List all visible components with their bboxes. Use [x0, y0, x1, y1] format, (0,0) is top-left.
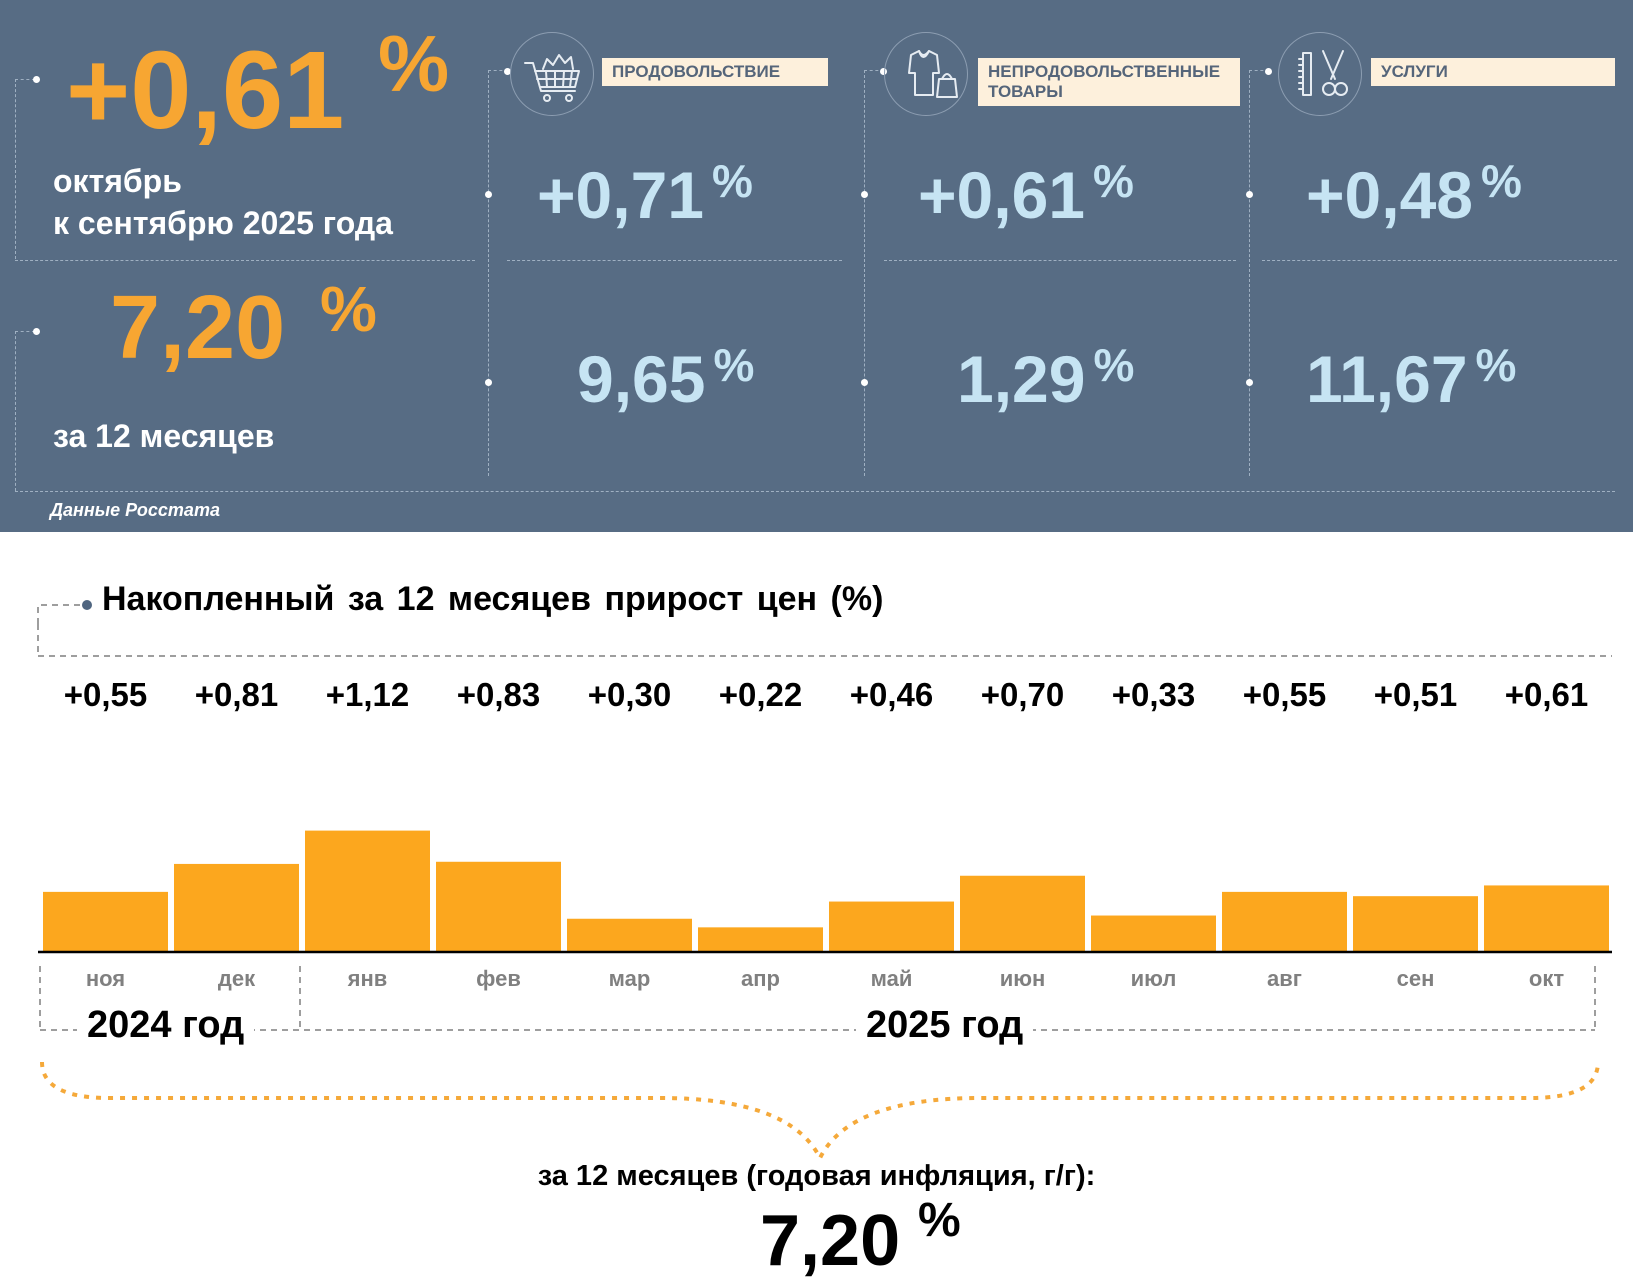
divider	[15, 79, 35, 80]
year-label-2025: 2025 год	[856, 1004, 1034, 1047]
month-label: ноя	[85, 966, 126, 991]
bar-апр	[698, 927, 823, 951]
services-month-value: +0,48%	[1306, 155, 1522, 232]
divider	[884, 260, 1236, 261]
source-note: Данные Росстата	[50, 500, 220, 520]
month-label: июл	[1130, 966, 1177, 991]
bullet-dot	[880, 68, 887, 75]
month-label: дек	[217, 966, 256, 991]
month-label: май	[870, 966, 913, 991]
divider	[1249, 70, 1250, 476]
bar-сен	[1353, 896, 1478, 951]
month-change-value: +0,61 %	[66, 19, 450, 152]
bullet-dot	[1246, 379, 1253, 386]
category-label-nonfood: НЕПРОДОВОЛЬСТВЕННЫЕ ТОВАРЫ	[978, 58, 1240, 106]
year-change-value: 7,20 %	[110, 273, 377, 378]
nonfood-year-value: 1,29%	[957, 339, 1135, 416]
year-label-2024: 2024 год	[77, 1004, 255, 1047]
comb-scissors-icon	[1278, 32, 1362, 116]
bullet-dot	[861, 191, 868, 198]
percent-sign: %	[320, 273, 377, 345]
value-label: +1,12	[325, 676, 410, 713]
bar-ноя	[43, 891, 168, 951]
category-label-food: ПРОДОВОЛЬСТВИЕ	[602, 58, 828, 86]
bar-дек	[174, 863, 299, 951]
month-label: фев	[476, 966, 521, 991]
divider	[15, 79, 16, 259]
month-label: сен	[1396, 966, 1435, 991]
divider	[507, 260, 842, 261]
services-year-value: 11,67%	[1306, 339, 1517, 416]
bullet-dot	[485, 379, 492, 386]
bullet-dot	[485, 191, 492, 198]
month-label: окт	[1528, 966, 1565, 991]
value-label: +0,51	[1373, 676, 1458, 713]
bar-окт	[1484, 885, 1609, 951]
divider	[488, 70, 508, 71]
value-label: +0,55	[63, 676, 148, 713]
divider	[864, 70, 865, 476]
bar-мар	[567, 918, 692, 951]
chart-title: Накопленный за 12 месяцев прирост цен (%…	[102, 580, 884, 618]
summary-value: 7,20 %	[760, 1194, 961, 1281]
bullet-dot	[1265, 68, 1272, 75]
nonfood-month-value: +0,61%	[918, 155, 1134, 232]
bar-авг	[1222, 891, 1347, 951]
bullet-dot	[504, 68, 511, 75]
bar-июл	[1091, 915, 1216, 951]
value-label: +0,70	[980, 676, 1065, 713]
bar-июн	[960, 875, 1085, 951]
month-label: апр	[741, 966, 780, 991]
divider	[1249, 70, 1269, 71]
month-caption-line1: октябрь	[53, 163, 182, 199]
bar-май	[829, 901, 954, 951]
shopping-cart-icon	[510, 32, 594, 116]
value-label: +0,30	[587, 676, 672, 713]
bullet-dot	[861, 379, 868, 386]
clothing-bag-icon	[884, 32, 968, 116]
value-label: +0,83	[456, 676, 541, 713]
month-label: мар	[608, 966, 651, 991]
value-label: +0,55	[1242, 676, 1327, 713]
divider	[15, 331, 16, 491]
divider	[864, 70, 884, 71]
summary-panel: +0,61 % октябрь к сентябрю 2025 года 7,2…	[0, 0, 1633, 532]
value-label: +0,33	[1111, 676, 1196, 713]
bar-фев	[436, 861, 561, 951]
food-month-value: +0,71%	[537, 155, 753, 232]
value-label: +0,81	[194, 676, 279, 713]
food-year-value: 9,65%	[577, 339, 755, 416]
percent-sign: %	[918, 1194, 961, 1247]
divider	[15, 260, 475, 261]
percent-sign: %	[378, 19, 450, 108]
divider	[15, 331, 35, 332]
month-label: авг	[1267, 966, 1302, 991]
bar-янв	[305, 830, 430, 951]
bullet-dot	[33, 76, 40, 83]
divider	[488, 70, 489, 476]
value-label: +0,46	[849, 676, 934, 713]
divider	[15, 491, 1615, 492]
bullet-dot	[33, 328, 40, 335]
month-caption-line2: к сентябрю 2025 года	[53, 205, 393, 241]
summary-caption: за 12 месяцев (годовая инфляция, г/г):	[537, 1160, 1096, 1192]
month-label: янв	[347, 966, 388, 991]
year-caption: за 12 месяцев	[53, 418, 275, 454]
value-label: +0,22	[718, 676, 803, 713]
value-label: +0,61	[1504, 676, 1589, 713]
divider	[1262, 260, 1617, 261]
category-label-services: УСЛУГИ	[1371, 58, 1615, 86]
month-label: июн	[999, 966, 1046, 991]
bullet-dot	[1246, 191, 1253, 198]
